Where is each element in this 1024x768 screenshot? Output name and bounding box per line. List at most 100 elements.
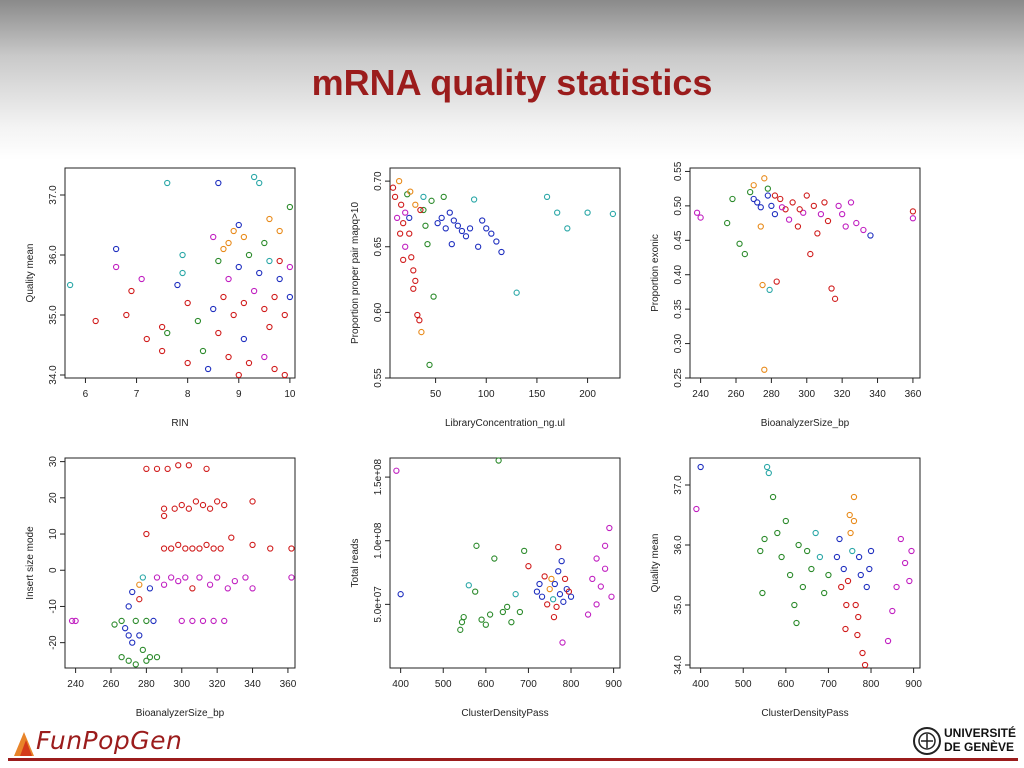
data-point bbox=[817, 210, 825, 218]
y-tick-label: 37.0 bbox=[48, 185, 59, 205]
data-point bbox=[256, 179, 263, 187]
data-point bbox=[414, 311, 421, 319]
data-point bbox=[129, 588, 136, 596]
plot-frame bbox=[64, 167, 296, 379]
data-point bbox=[764, 185, 771, 192]
data-point bbox=[267, 545, 274, 552]
data-point bbox=[761, 535, 768, 543]
data-point bbox=[697, 214, 704, 221]
data-point bbox=[221, 617, 228, 625]
chart-svg: 400 500 600 700 800 900 5.0e+07 1.0e+08 1.5e+08 C… bbox=[350, 457, 622, 719]
x-tick-label: 360 bbox=[280, 679, 297, 690]
data-point bbox=[396, 230, 404, 237]
university-logo-text: UNIVERSITÉ DE GENÈVE bbox=[944, 726, 1016, 754]
data-point bbox=[771, 192, 779, 199]
data-point bbox=[178, 617, 185, 625]
x-tick-label: 260 bbox=[103, 679, 120, 690]
data-point bbox=[72, 617, 79, 625]
chart-svg: 6 7 8 9 10 34.0 35.0 36.0 37.0 RIN Quality mean bbox=[25, 167, 296, 429]
data-point bbox=[199, 347, 207, 355]
data-point bbox=[470, 196, 478, 203]
data-point bbox=[859, 649, 866, 657]
data-point bbox=[765, 469, 772, 477]
data-point bbox=[465, 582, 472, 589]
data-point bbox=[503, 603, 511, 611]
x-tick-label: 260 bbox=[728, 389, 745, 400]
data-point bbox=[434, 219, 441, 227]
x-tick-label: 280 bbox=[138, 679, 155, 690]
data-point bbox=[442, 225, 449, 232]
data-point bbox=[693, 505, 700, 513]
data-point bbox=[812, 529, 819, 537]
data-point bbox=[214, 574, 221, 581]
data-point bbox=[175, 541, 182, 549]
data-point bbox=[771, 210, 779, 218]
data-point bbox=[136, 632, 143, 639]
university-logo-line1: UNIVERSITÉ bbox=[944, 726, 1017, 740]
data-point bbox=[199, 501, 207, 509]
data-point bbox=[893, 583, 900, 591]
data-point bbox=[182, 574, 189, 581]
data-point bbox=[389, 184, 397, 191]
data-point bbox=[847, 199, 855, 206]
data-point bbox=[901, 559, 909, 567]
data-point bbox=[793, 619, 800, 627]
data-point bbox=[125, 632, 132, 639]
data-point bbox=[558, 557, 565, 565]
data-point bbox=[391, 193, 399, 201]
data-point bbox=[400, 219, 407, 227]
data-point bbox=[261, 305, 268, 313]
data-point bbox=[406, 230, 413, 237]
x-tick-label: 700 bbox=[820, 679, 837, 690]
data-point bbox=[736, 240, 743, 247]
data-point bbox=[249, 541, 256, 549]
data-point bbox=[412, 201, 419, 208]
data-point bbox=[225, 239, 232, 247]
data-point bbox=[160, 512, 168, 520]
data-point bbox=[402, 209, 409, 216]
data-point bbox=[168, 574, 175, 581]
data-point bbox=[125, 603, 132, 610]
y-tick-label: 0.70 bbox=[373, 171, 384, 191]
data-point bbox=[548, 575, 555, 583]
y-tick-label: 0.50 bbox=[673, 196, 684, 216]
data-point bbox=[418, 328, 425, 336]
data-point bbox=[132, 661, 139, 668]
data-point bbox=[281, 371, 288, 379]
data-point bbox=[158, 347, 166, 355]
data-point bbox=[724, 219, 731, 227]
y-axis-label: Proportion proper pair mapq>10 bbox=[350, 202, 361, 344]
data-point bbox=[249, 498, 256, 505]
data-point bbox=[143, 530, 150, 538]
data-point bbox=[556, 591, 564, 598]
y-tick-label: 0.55 bbox=[373, 368, 384, 388]
data-point bbox=[833, 553, 841, 561]
data-point bbox=[112, 245, 120, 253]
data-point bbox=[493, 238, 500, 245]
data-point bbox=[250, 173, 258, 181]
data-point bbox=[810, 202, 817, 210]
x-tick-label: 8 bbox=[185, 389, 191, 400]
data-point bbox=[800, 209, 807, 216]
data-point bbox=[118, 653, 125, 661]
data-point bbox=[146, 585, 154, 592]
x-axis-label: BioanalyzerSize_bp bbox=[761, 418, 850, 429]
data-point bbox=[538, 593, 546, 600]
data-point bbox=[814, 230, 821, 237]
slide-title: mRNA quality statistics bbox=[311, 62, 713, 103]
y-tick-label: 1.0e+08 bbox=[373, 522, 384, 559]
scatter-plot-bioanalyzer-insert-size: 240 260 280 300 320 340 360 -20 -10 0 10 20 30 Bioana… bbox=[15, 448, 355, 748]
data-point bbox=[889, 607, 896, 615]
data-point bbox=[266, 215, 273, 223]
university-seal-icon bbox=[913, 727, 941, 755]
data-point bbox=[174, 281, 181, 289]
data-point bbox=[428, 197, 435, 204]
y-tick-label: 0.35 bbox=[673, 299, 684, 319]
x-axis-label: LibraryConcentration_ng.ul bbox=[445, 418, 565, 429]
data-point bbox=[397, 201, 405, 208]
scatter-plot-bioanalyzer-exonic: 240 260 280 300 320 340 360 0.25 0.30 0.35 0.40 0.4… bbox=[640, 158, 980, 458]
data-point bbox=[412, 277, 419, 285]
data-point bbox=[240, 299, 248, 307]
data-point bbox=[593, 555, 600, 562]
scatter-plot-cluster-total-reads: 400 500 600 700 800 900 5.0e+07 1.0e+08 1.5e+08 C… bbox=[340, 448, 680, 748]
